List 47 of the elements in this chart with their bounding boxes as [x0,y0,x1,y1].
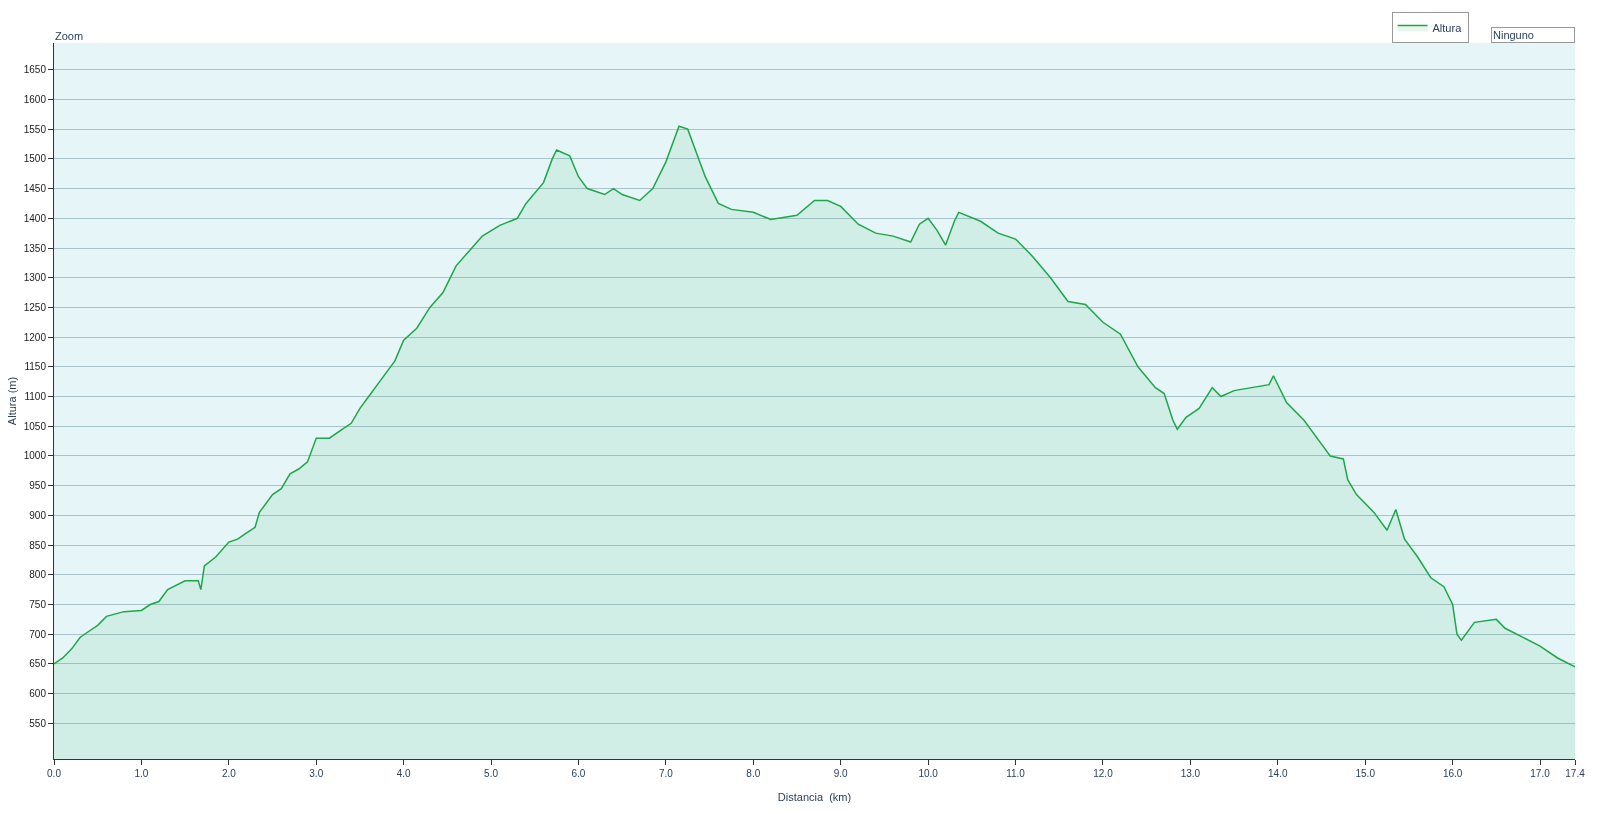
x-tick-label: 7.0 [658,768,674,779]
x-tick-label: 5.0 [484,768,499,779]
y-tick-label: 1050 [23,420,47,432]
x-tick-label: 13.0 [1180,768,1201,779]
y-tick-label: 1300 [23,272,47,284]
y-tick-label: 1450 [23,183,47,195]
x-tick-label: 2.0 [221,768,237,779]
x-tick-label: 1.0 [134,768,149,779]
y-tick-label: 1400 [23,212,47,224]
x-tick-label: 0.0 [47,768,62,779]
y-axis-title: Altura (m) [6,376,19,426]
x-tick-label: 8.0 [746,768,761,779]
x-tick-label: 17.4 [1565,768,1586,779]
x-tick-label: 4.0 [396,768,412,779]
x-axis-title: Distancia (km) [777,791,852,804]
legend-label: Altura [1432,21,1463,34]
y-tick-label: 1500 [23,153,47,165]
y-tick-label: 1550 [23,123,47,135]
text: Ninguno [1493,29,1534,41]
x-tick-label: 12.0 [1093,768,1114,779]
x-tick-label: 10.0 [918,768,939,779]
y-tick-label: 950 [29,480,47,492]
y-tick-label: 650 [29,658,47,670]
y-tick-label: 800 [29,569,47,581]
y-tick-label: 1650 [23,64,47,76]
text: Zoom [55,30,84,42]
x-tick-label: 3.0 [309,768,324,779]
x-tick-label: 17.0 [1530,768,1551,779]
y-tick-label: 900 [29,509,47,521]
x-tick-label: 16.0 [1442,768,1463,779]
y-tick-label: 1150 [24,361,47,373]
x-tick-label: 11.0 [1006,768,1026,779]
x-tick-label: 15.0 [1355,768,1376,779]
y-tick-label: 1200 [23,331,47,343]
y-tick-label: 850 [29,539,47,551]
x-tick-label: 6.0 [571,768,586,779]
y-tick-label: 750 [29,599,47,611]
y-tick-label: 1350 [23,242,47,254]
x-tick-label: 14.0 [1268,768,1288,779]
y-tick-label: 550 [29,717,47,729]
y-tick-label: 1000 [23,450,47,462]
y-tick-label: 1250 [23,301,47,313]
y-tick-label: 700 [29,628,47,640]
y-tick-label: 600 [29,688,47,700]
x-tick-label: 9.0 [833,768,849,779]
y-tick-label: 1600 [23,93,47,105]
y-tick-label: 1100 [24,391,47,403]
